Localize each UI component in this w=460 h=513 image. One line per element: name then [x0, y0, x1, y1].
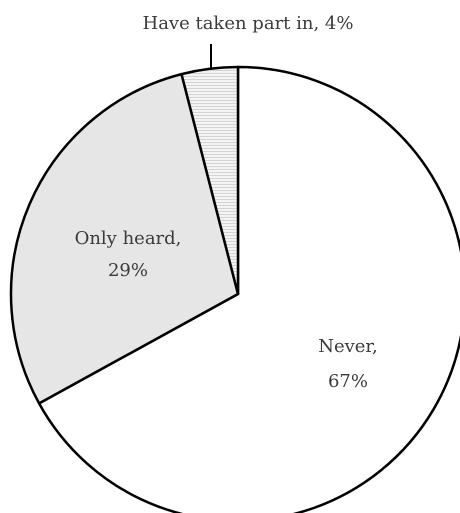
slice-label-only-heard: Only heard,	[75, 228, 182, 249]
slice-taken-part	[180, 65, 240, 296]
slice-never	[37, 65, 460, 513]
slice-label-taken-part: Have taken part in, 4%	[143, 13, 354, 34]
slice-only-heard	[9, 72, 240, 405]
slice-value-only-heard: 29%	[108, 260, 148, 281]
slice-value-never: 67%	[328, 371, 368, 392]
slice-label-never: Never,	[318, 336, 378, 357]
